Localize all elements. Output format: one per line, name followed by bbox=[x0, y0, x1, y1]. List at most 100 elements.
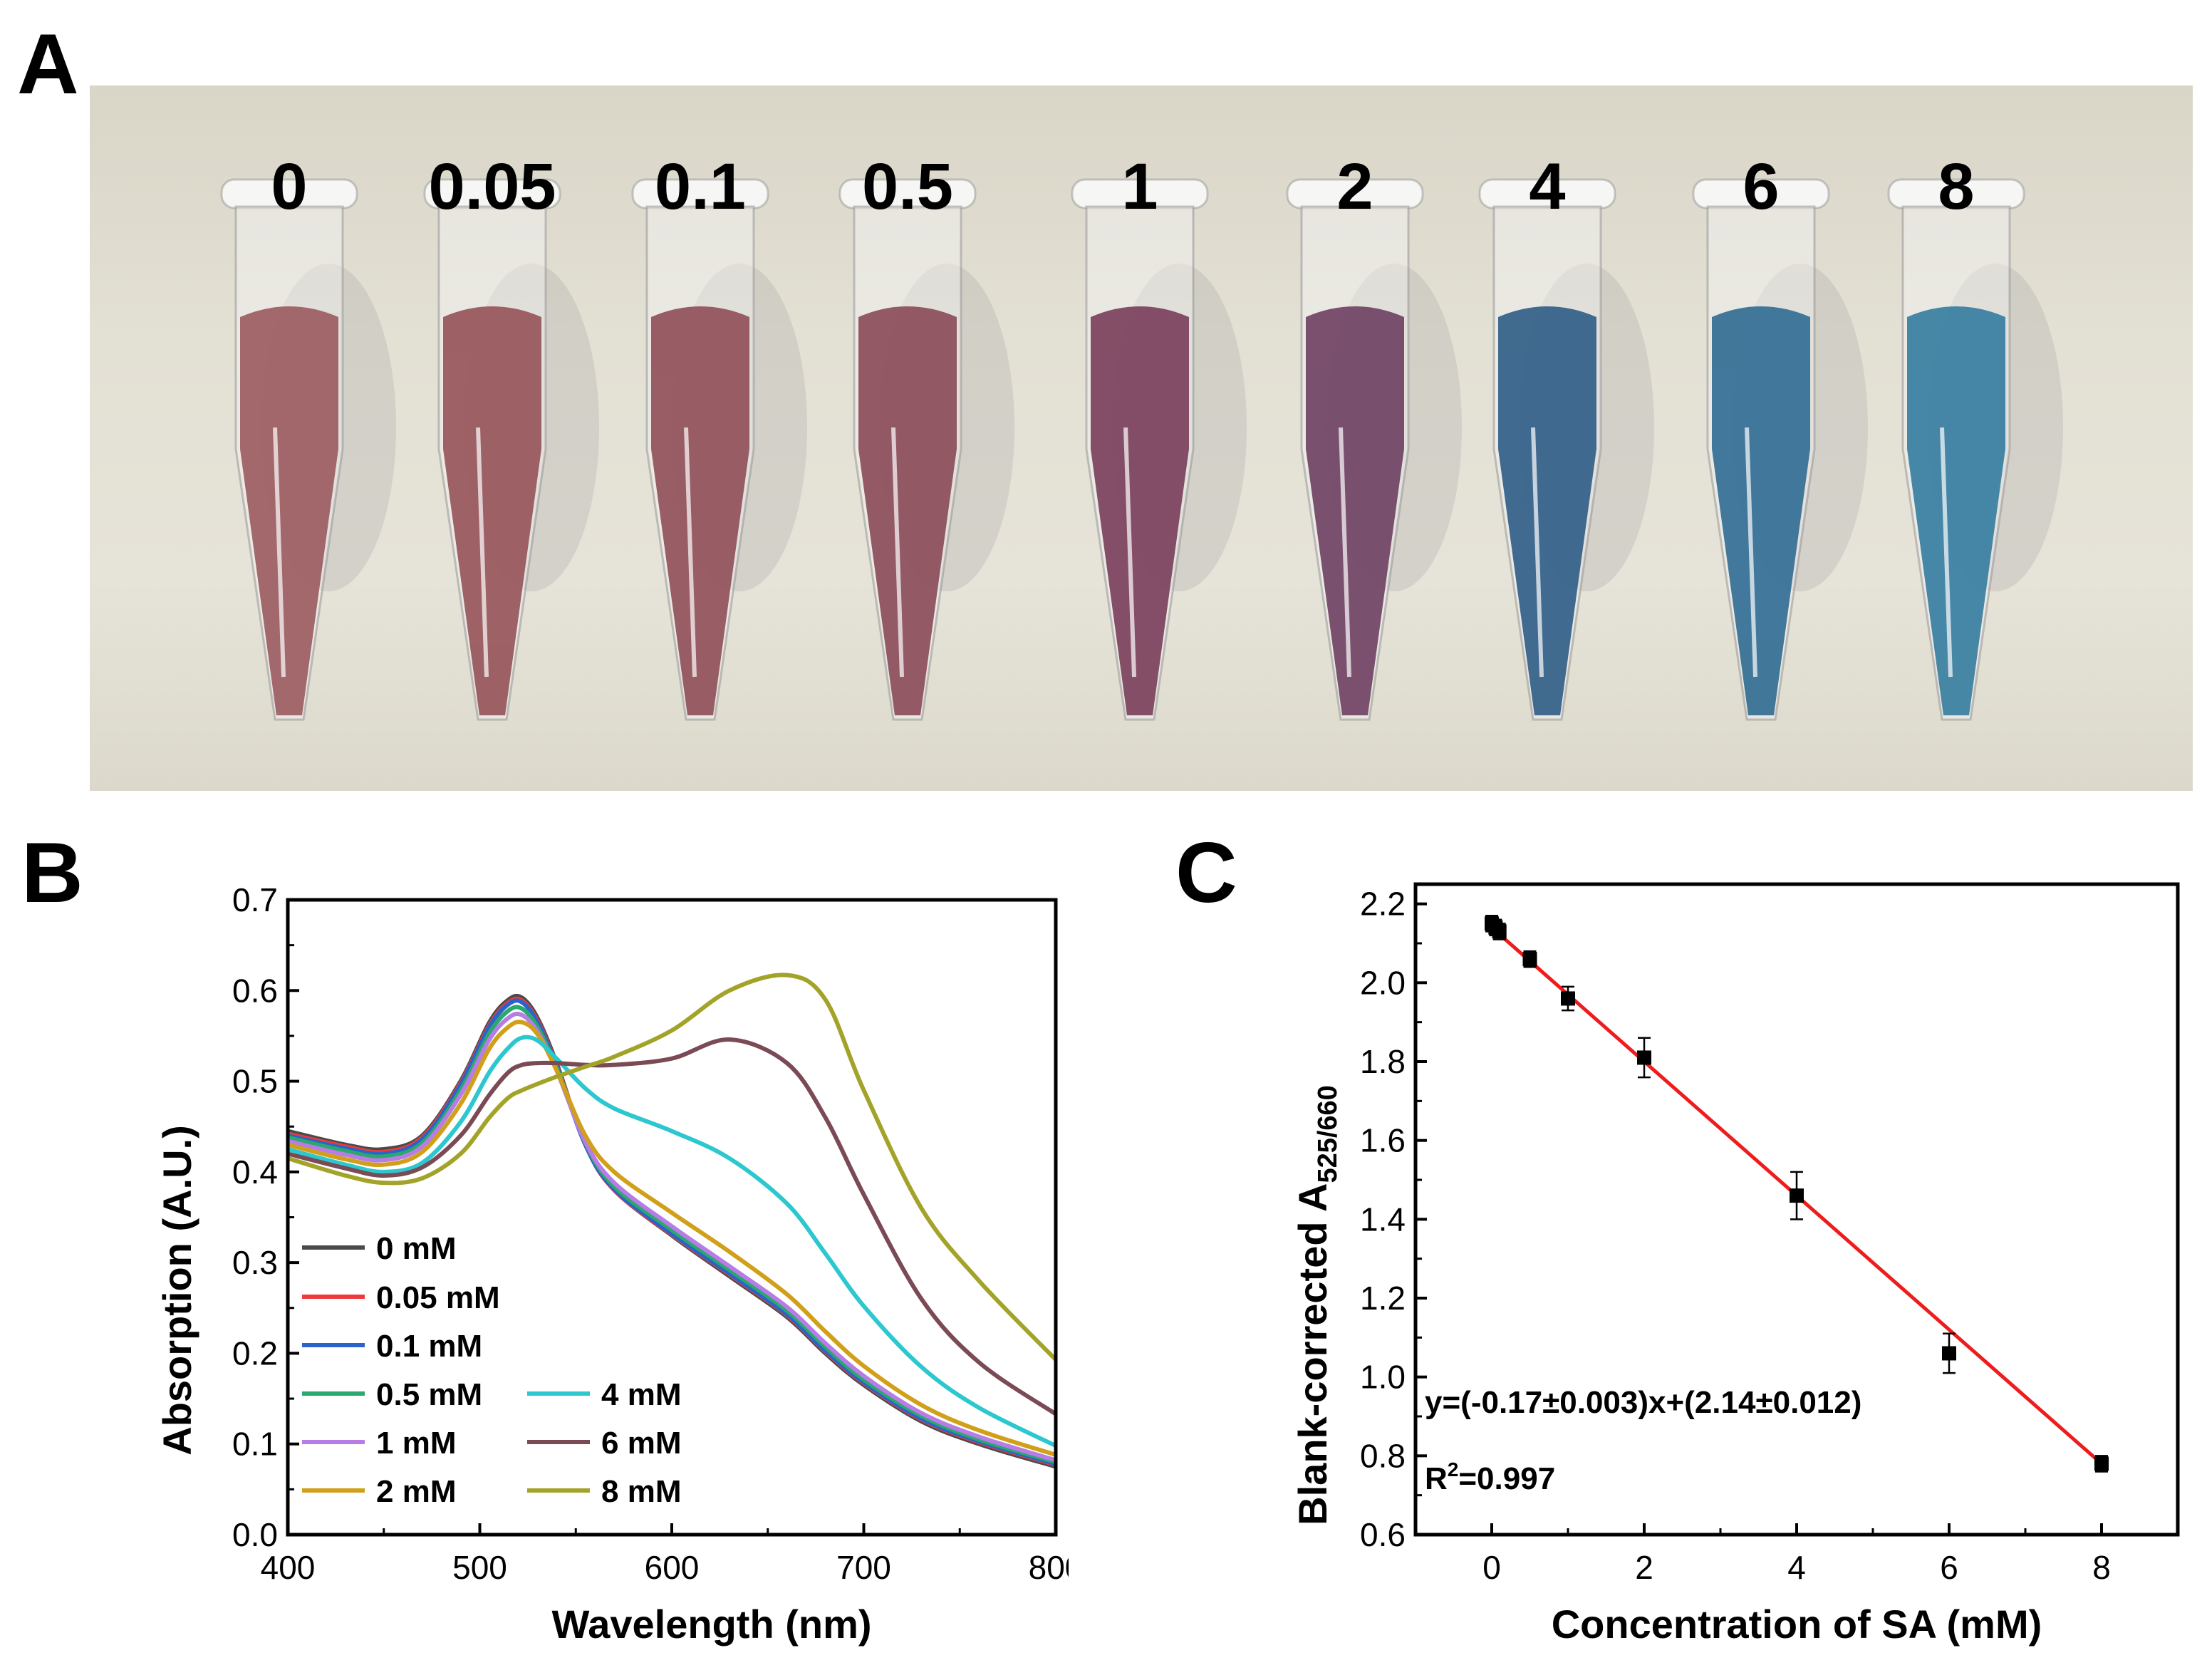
tube-liquid bbox=[1306, 306, 1404, 715]
panel-label-c: C bbox=[1175, 825, 1237, 921]
chart-b-xlabel: Wavelength (nm) bbox=[551, 1602, 871, 1647]
tube-cap bbox=[1887, 178, 2025, 209]
tube-row bbox=[220, 178, 2063, 721]
tube-cap bbox=[1071, 178, 1209, 209]
series-line bbox=[287, 1020, 1056, 1457]
tube-highlight bbox=[891, 427, 904, 678]
chart-c-xlabel: Concentration of SA (mM) bbox=[1552, 1602, 2042, 1647]
legend-label: 2 mM bbox=[376, 1474, 456, 1509]
tube-cap bbox=[631, 178, 769, 209]
data-point bbox=[1790, 1188, 1804, 1203]
tube-liquid bbox=[651, 306, 749, 715]
chart-c-ylabel-sub: 525/660 bbox=[1313, 1085, 1343, 1183]
y-tick-label-c: 0.8 bbox=[1360, 1437, 1406, 1474]
x-tick-label-b: 400 bbox=[261, 1549, 316, 1586]
tube-label: 0.1 bbox=[655, 150, 746, 223]
tube-highlight bbox=[1940, 427, 1953, 678]
tube-highlight bbox=[273, 427, 286, 678]
series-line bbox=[287, 1035, 1057, 1448]
tube-highlight bbox=[1531, 427, 1544, 678]
y-tick-label-c: 1.8 bbox=[1360, 1043, 1406, 1080]
r-squared-prefix: R bbox=[1425, 1461, 1448, 1496]
y-tick-label-b: 0.4 bbox=[232, 1153, 278, 1191]
fit-equation: y=(-0.17±0.003)x+(2.14±0.012) bbox=[1425, 1385, 1861, 1420]
series-line bbox=[287, 1011, 1056, 1463]
legend-label: 6 mM bbox=[601, 1426, 681, 1461]
data-point bbox=[1561, 991, 1575, 1006]
y-tick-label-c: 1.2 bbox=[1360, 1280, 1406, 1317]
y-tick-label-b: 0.2 bbox=[232, 1334, 278, 1372]
y-tick-label-b: 0.1 bbox=[232, 1426, 278, 1463]
x-tick-label-b: 700 bbox=[836, 1549, 891, 1586]
tube bbox=[1071, 178, 1247, 721]
chart-c-ylabel-main: Blank-corrected A bbox=[1290, 1183, 1335, 1525]
x-tick-label-c: 8 bbox=[2092, 1549, 2111, 1586]
legend-label: 0.05 mM bbox=[376, 1280, 500, 1315]
tube-liquid bbox=[1907, 306, 2005, 715]
tube-highlight bbox=[1339, 427, 1351, 678]
tube-highlight bbox=[1745, 427, 1757, 678]
tube bbox=[838, 178, 1014, 721]
panel-label-b: B bbox=[21, 825, 83, 921]
tube-liquid bbox=[1712, 306, 1810, 715]
data-point bbox=[2094, 1456, 2109, 1471]
legend-label: 4 mM bbox=[601, 1377, 681, 1412]
tube-label: 2 bbox=[1336, 150, 1373, 223]
tube-cap bbox=[1286, 178, 1424, 209]
data-point bbox=[1522, 952, 1537, 967]
tube-liquid bbox=[240, 306, 338, 715]
plot-frame-b bbox=[286, 898, 1058, 1537]
legend-label: 8 mM bbox=[601, 1474, 681, 1509]
legend-label: 0.5 mM bbox=[376, 1377, 482, 1412]
x-tick-label-c: 6 bbox=[1940, 1549, 1958, 1586]
x-tick-label-b: 800 bbox=[1029, 1549, 1069, 1586]
y-tick-label-c: 2.0 bbox=[1360, 964, 1406, 1001]
legend-label: 1 mM bbox=[376, 1426, 456, 1461]
tube-liquid bbox=[1091, 306, 1189, 715]
data-point bbox=[1942, 1346, 1956, 1361]
panel-label-a: A bbox=[17, 16, 79, 112]
series-line bbox=[287, 1037, 1057, 1416]
y-tick-label-b: 0.6 bbox=[232, 972, 278, 1009]
x-tick-label-c: 0 bbox=[1482, 1549, 1501, 1586]
y-tick-label-c: 0.6 bbox=[1360, 1516, 1406, 1553]
tube-liquid bbox=[443, 306, 541, 715]
tube-highlight bbox=[1123, 427, 1136, 678]
x-tick-label-c: 4 bbox=[1787, 1549, 1806, 1586]
chart-c-ylabel: Blank-corrected A525/660 bbox=[1290, 1085, 1343, 1525]
legend-label: 0.1 mM bbox=[376, 1329, 482, 1364]
legend-label: 0 mM bbox=[376, 1231, 456, 1266]
x-tick-label-b: 600 bbox=[645, 1549, 700, 1586]
tube-cap bbox=[1692, 178, 1830, 209]
tube-cap bbox=[423, 178, 561, 209]
tube bbox=[1478, 178, 1654, 721]
tube-cap bbox=[220, 178, 358, 209]
tube-label: 0.5 bbox=[862, 150, 953, 223]
tube bbox=[1692, 178, 1868, 721]
r-squared: R2=0.997 bbox=[1425, 1458, 1555, 1496]
x-tick-label-b: 500 bbox=[452, 1549, 507, 1586]
y-tick-label-b: 0.0 bbox=[232, 1516, 278, 1553]
data-point bbox=[1492, 924, 1507, 939]
data-point bbox=[1637, 1050, 1651, 1065]
series-line bbox=[287, 973, 1058, 1362]
y-tick-label-c: 1.4 bbox=[1360, 1201, 1406, 1238]
tube-highlight bbox=[684, 427, 697, 678]
tube-label: 4 bbox=[1529, 150, 1566, 223]
tube-liquid bbox=[858, 306, 957, 715]
y-tick-label-c: 1.0 bbox=[1360, 1359, 1406, 1396]
y-tick-label-b: 0.3 bbox=[232, 1244, 278, 1281]
absorption-spectra-chart: Absorption (A.U.) Wavelength (nm) 400 500… bbox=[155, 881, 1069, 1647]
y-tick-label-b: 0.5 bbox=[232, 1063, 278, 1100]
tube bbox=[1286, 178, 1462, 721]
tube-liquid bbox=[1498, 306, 1596, 715]
tube-label: 0.05 bbox=[428, 150, 556, 223]
tube-photo bbox=[90, 85, 2193, 791]
tube bbox=[423, 178, 599, 721]
tube bbox=[1887, 178, 2063, 721]
plot-frame-c bbox=[1413, 882, 2180, 1537]
tube-highlight bbox=[476, 427, 489, 678]
calibration-chart: Blank-corrected A525/660 Concentration o… bbox=[1290, 882, 2180, 1647]
r-squared-exp: 2 bbox=[1448, 1458, 1459, 1481]
tube-label: 0 bbox=[271, 150, 308, 223]
